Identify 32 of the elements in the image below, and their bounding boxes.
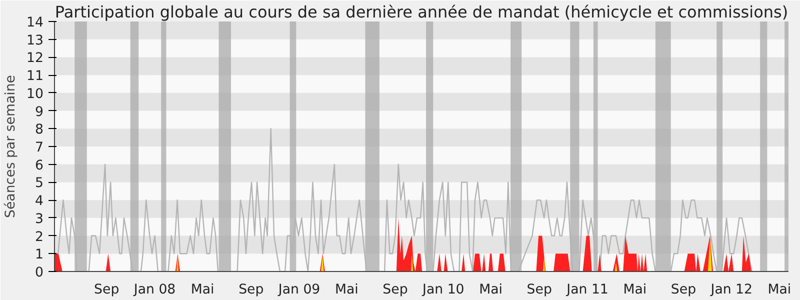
y-tick-label: 7 [35, 140, 44, 156]
x-tick-label: Sep [94, 282, 120, 298]
x-tick-label: Jan 09 [277, 282, 320, 298]
x-tick-label: Mai [623, 282, 647, 298]
x-tick-label: Sep [526, 282, 552, 298]
y-axis-title: Séances par semaine [4, 75, 19, 218]
x-tick-label: Sep [238, 282, 264, 298]
y-tick-label: 14 [26, 16, 44, 30]
chart-title: Participation globale au cours de sa dernière année de mandat (hémicycle et commissions) [54, 2, 788, 22]
y-tick-label: 1 [35, 248, 44, 263]
x-tick-label: Jan 12 [710, 282, 753, 298]
x-tick-label: Sep [670, 282, 696, 298]
y-tick-label: 6 [35, 158, 44, 174]
y-tick-label: 8 [35, 122, 44, 138]
x-tick-label: Jan 08 [132, 282, 176, 298]
x-tick-label: Mai [334, 282, 358, 298]
y-tick-label: 5 [35, 176, 44, 192]
y-tick-label: 11 [26, 69, 44, 84]
y-tick-label: 2 [35, 230, 44, 245]
x-tick-label: Jan 11 [566, 282, 608, 298]
x-tick-label: Sep [382, 282, 408, 298]
x-tick-label: Mai [768, 282, 792, 298]
x-tick-label: Mai [479, 282, 502, 298]
y-tick-label: 9 [35, 104, 44, 120]
y-tick-label: 4 [35, 194, 44, 210]
x-tick-label: Jan 10 [422, 282, 464, 298]
y-tick-label: 12 [26, 51, 44, 66]
y-tick-label: 0 [35, 266, 44, 280]
y-tick-label: 13 [26, 33, 44, 48]
x-tick-label: Mai [190, 282, 214, 298]
y-tick-label: 3 [35, 212, 44, 227]
y-tick-label: 10 [26, 86, 44, 102]
